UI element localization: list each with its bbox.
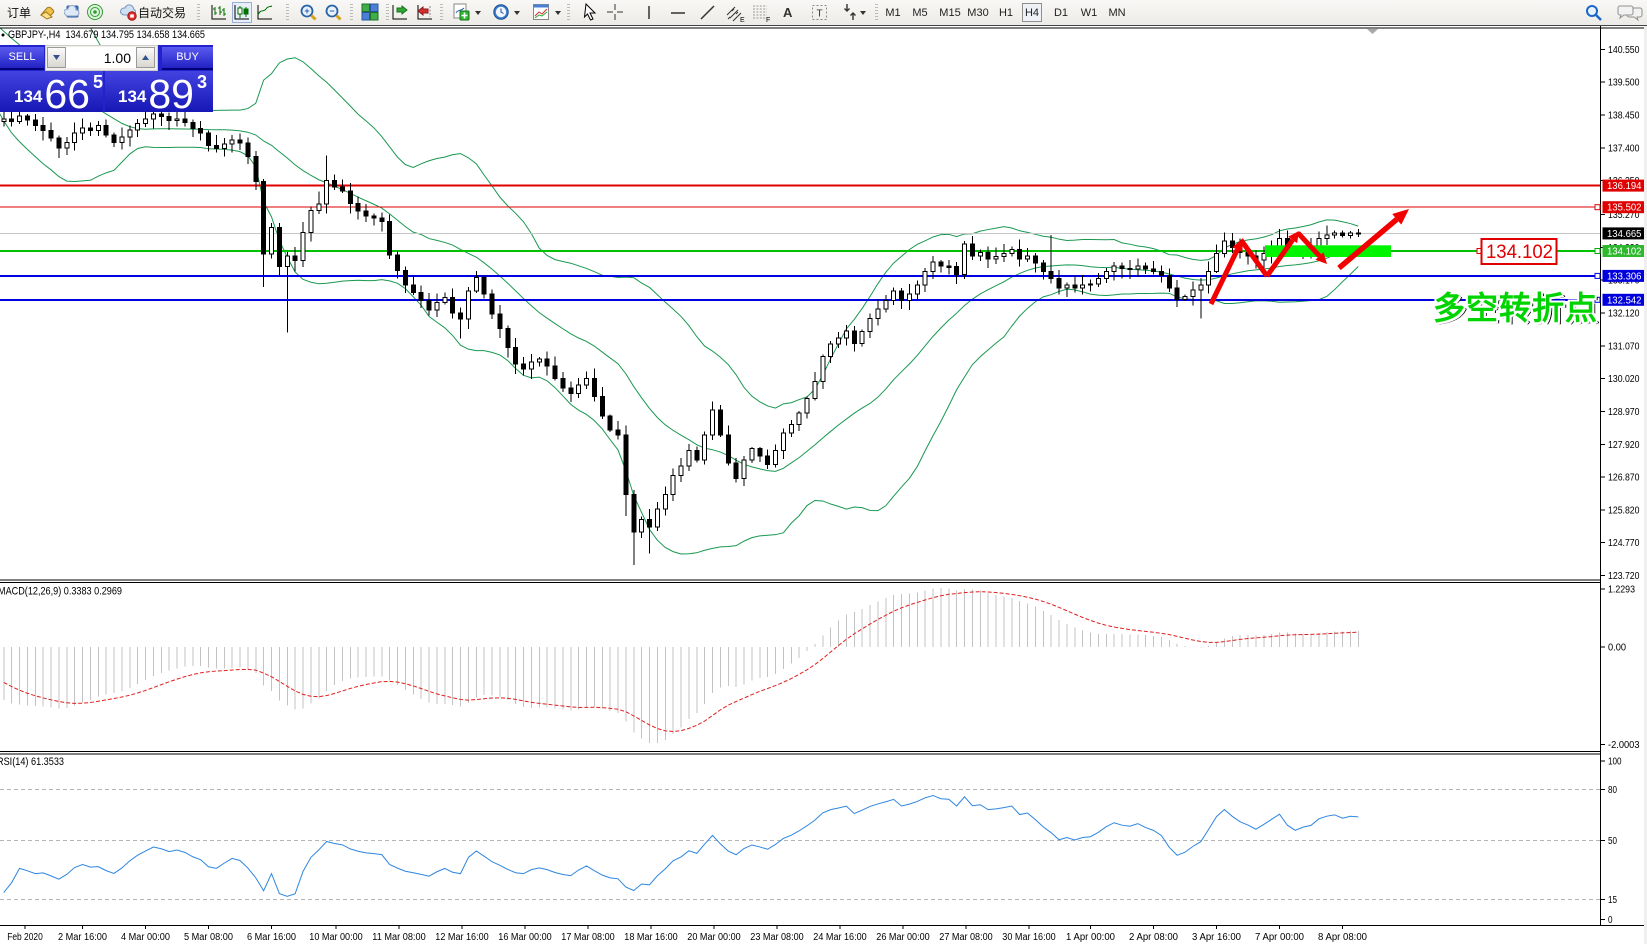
- svg-text:134.102: 134.102: [1607, 247, 1642, 258]
- svg-text:124.770: 124.770: [1608, 538, 1640, 549]
- svg-text:6 Mar 16:00: 6 Mar 16:00: [247, 932, 296, 943]
- svg-text:137.400: 137.400: [1608, 143, 1640, 154]
- svg-text:132.542: 132.542: [1607, 295, 1642, 306]
- svg-text:Feb 2020: Feb 2020: [7, 932, 43, 943]
- svg-text:128.970: 128.970: [1608, 407, 1640, 418]
- svg-text:E: E: [740, 17, 745, 24]
- svg-text:139.500: 139.500: [1608, 78, 1640, 89]
- svg-text:7 Apr 00:00: 7 Apr 00:00: [1255, 932, 1304, 943]
- svg-text:0: 0: [1608, 915, 1613, 926]
- svg-text:F: F: [766, 17, 770, 24]
- svg-text:16 Mar 00:00: 16 Mar 00:00: [498, 932, 552, 943]
- svg-text:138.450: 138.450: [1608, 111, 1640, 122]
- svg-text:11 Mar 08:00: 11 Mar 08:00: [372, 932, 426, 943]
- svg-text:123.720: 123.720: [1608, 571, 1640, 582]
- svg-text:3 Apr 16:00: 3 Apr 16:00: [1192, 932, 1241, 943]
- svg-text:4 Mar 00:00: 4 Mar 00:00: [121, 932, 170, 943]
- svg-text:50: 50: [1608, 836, 1617, 847]
- svg-text:-2.0003: -2.0003: [1608, 740, 1640, 751]
- svg-text:134.665: 134.665: [1607, 229, 1642, 240]
- svg-text:18 Mar 16:00: 18 Mar 16:00: [624, 932, 678, 943]
- svg-text:80: 80: [1608, 785, 1617, 796]
- svg-text:15: 15: [1608, 895, 1617, 906]
- svg-text:130.020: 130.020: [1608, 374, 1640, 385]
- svg-text:135.502: 135.502: [1607, 203, 1642, 214]
- svg-text:T: T: [816, 9, 822, 20]
- svg-text:27 Mar 08:00: 27 Mar 08:00: [939, 932, 993, 943]
- svg-text:+: +: [304, 6, 309, 16]
- svg-text:132.120: 132.120: [1608, 308, 1640, 319]
- svg-text:RSI(14) 61.3533: RSI(14) 61.3533: [0, 756, 64, 768]
- svg-text:12 Mar 16:00: 12 Mar 16:00: [435, 932, 489, 943]
- svg-text:17 Mar 08:00: 17 Mar 08:00: [561, 932, 615, 943]
- svg-text:131.070: 131.070: [1608, 341, 1640, 352]
- svg-text:10 Mar 00:00: 10 Mar 00:00: [309, 932, 363, 943]
- svg-text:26 Mar 00:00: 26 Mar 00:00: [876, 932, 930, 943]
- svg-text:GBPJPY-,H4 134.679 134.795 13: GBPJPY-,H4 134.679 134.795 134.658 134.6…: [8, 29, 205, 41]
- svg-text:20 Mar 00:00: 20 Mar 00:00: [687, 932, 741, 943]
- svg-text:2 Apr 08:00: 2 Apr 08:00: [1129, 932, 1178, 943]
- svg-text:127.920: 127.920: [1608, 440, 1640, 451]
- svg-text:MACD(12,26,9) 0.3383 0.2969: MACD(12,26,9) 0.3383 0.2969: [0, 586, 122, 598]
- svg-text:100: 100: [1608, 757, 1622, 768]
- svg-text:5 Mar 08:00: 5 Mar 08:00: [184, 932, 233, 943]
- svg-text:8 Apr 08:00: 8 Apr 08:00: [1318, 932, 1367, 943]
- svg-text:134.102: 134.102: [1486, 242, 1553, 263]
- svg-text:140.550: 140.550: [1608, 45, 1640, 56]
- svg-text:23 Mar 08:00: 23 Mar 08:00: [750, 932, 804, 943]
- svg-text:125.820: 125.820: [1608, 505, 1640, 516]
- svg-text:−: −: [329, 6, 334, 16]
- svg-text:126.870: 126.870: [1608, 473, 1640, 484]
- svg-text:2 Mar 16:00: 2 Mar 16:00: [58, 932, 107, 943]
- svg-text:0.00: 0.00: [1608, 643, 1626, 654]
- svg-text:135.270: 135.270: [1608, 210, 1640, 221]
- svg-text:24 Mar 16:00: 24 Mar 16:00: [813, 932, 867, 943]
- svg-text:133.306: 133.306: [1607, 271, 1642, 282]
- svg-text:30 Mar 16:00: 30 Mar 16:00: [1002, 932, 1056, 943]
- svg-text:136.194: 136.194: [1607, 181, 1642, 192]
- svg-text:1 Apr 00:00: 1 Apr 00:00: [1066, 932, 1115, 943]
- svg-text:1.2293: 1.2293: [1608, 585, 1635, 596]
